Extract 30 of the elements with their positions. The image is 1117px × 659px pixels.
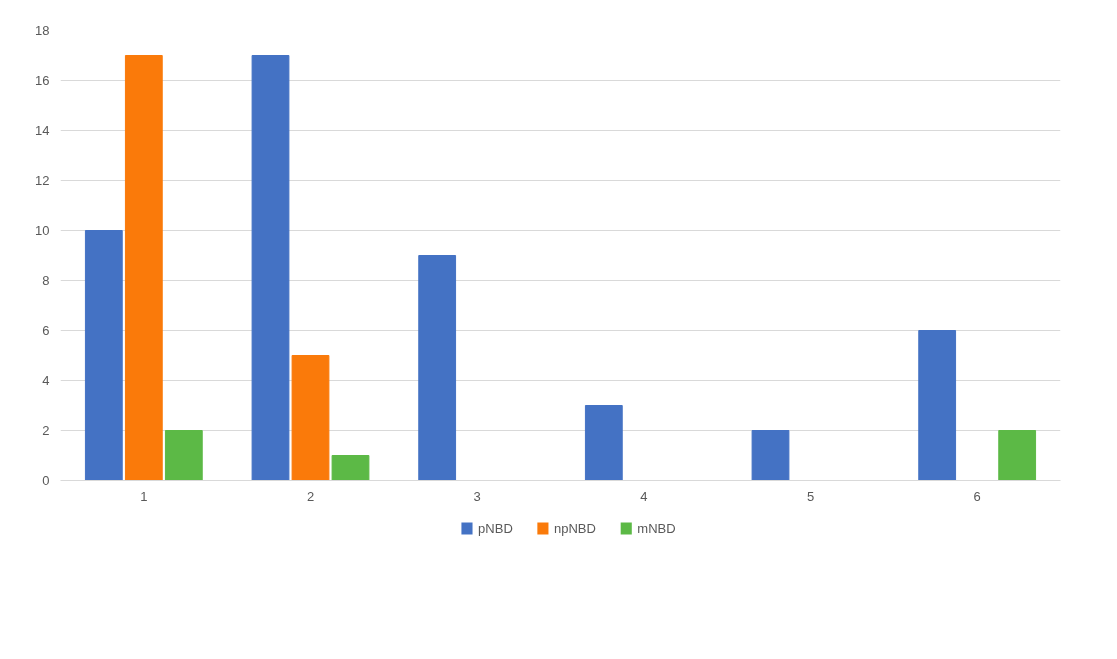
bar <box>164 430 203 481</box>
bar <box>124 55 163 481</box>
bar <box>418 255 457 481</box>
legend-label: pNBD <box>478 521 513 536</box>
y-tick-label: 16 <box>35 73 50 88</box>
x-tick-label: 2 <box>306 488 315 504</box>
x-tick-label: 1 <box>140 488 148 504</box>
bar <box>251 55 290 481</box>
y-tick-label: 0 <box>42 473 50 488</box>
y-tick-label: 8 <box>42 273 50 288</box>
bar <box>291 355 330 481</box>
legend-label: mNBD <box>637 521 676 536</box>
x-tick-label: 4 <box>640 488 648 504</box>
bar <box>751 430 790 481</box>
bar <box>84 230 123 481</box>
y-tick-label: 6 <box>42 323 50 338</box>
y-tick-label: 2 <box>42 423 50 438</box>
x-tick-label: 3 <box>473 488 481 504</box>
y-tick-label: 10 <box>35 223 50 238</box>
y-tick-label: 14 <box>35 123 50 138</box>
bar <box>331 455 370 481</box>
bar <box>584 405 623 481</box>
x-tick-label: 6 <box>973 488 981 504</box>
legend-label: npNBD <box>554 521 596 536</box>
bar <box>998 430 1037 481</box>
y-tick-label: 4 <box>42 373 50 388</box>
x-tick-label: 5 <box>806 488 815 504</box>
bar <box>918 330 957 481</box>
y-tick-label: 18 <box>35 23 50 38</box>
y-tick-label: 12 <box>35 173 50 188</box>
